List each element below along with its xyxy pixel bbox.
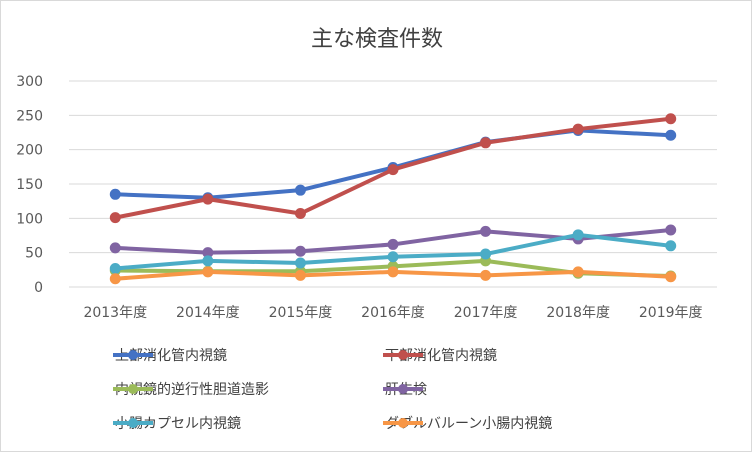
y-tick-label-200: 200 xyxy=(16,143,43,159)
legend-label-series-5: 小腸カプセル内視鏡 xyxy=(115,416,241,432)
y-tick-label-150: 150 xyxy=(16,177,43,193)
legend-dot-1 xyxy=(128,350,138,360)
data-point-2-2 xyxy=(202,193,214,205)
data-point-5-4 xyxy=(387,251,399,263)
data-point-2-7 xyxy=(665,113,677,125)
data-point-6-1 xyxy=(109,273,121,285)
legend-dot-3 xyxy=(128,384,138,394)
legend-label-series-3: 内視鏡的逆行性胆道造影 xyxy=(115,382,269,398)
legend-item-series-6: ダブルバルーン小腸内視鏡 xyxy=(381,412,552,434)
legend-item-series-4: 肝生検 xyxy=(381,378,427,400)
data-point-5-3 xyxy=(294,257,306,269)
legend-marker-series-5 xyxy=(113,418,153,428)
data-point-2-3 xyxy=(294,208,306,220)
data-point-6-4 xyxy=(387,266,399,278)
data-point-5-6 xyxy=(572,229,584,241)
data-point-4-1 xyxy=(109,242,121,254)
legend-item-series-5: 小腸カプセル内視鏡 xyxy=(111,412,241,434)
y-tick-label-100: 100 xyxy=(16,211,43,227)
legend-dot-4 xyxy=(398,384,408,394)
data-point-6-3 xyxy=(294,269,306,281)
legend-item-series-2: 下部消化管内視鏡 xyxy=(381,344,497,366)
x-tick-label-7: 2019年度 xyxy=(639,305,703,321)
data-point-6-2 xyxy=(202,266,214,278)
legend-dot-2 xyxy=(398,350,408,360)
x-tick-label-2: 2014年度 xyxy=(176,305,240,321)
data-point-4-7 xyxy=(665,224,677,236)
legend-dot-5 xyxy=(128,418,138,428)
y-tick-label-300: 300 xyxy=(16,74,43,90)
legend-dot-6 xyxy=(398,418,408,428)
legend-marker-series-6 xyxy=(383,418,423,428)
y-tick-label-250: 250 xyxy=(16,108,43,124)
x-tick-label-3: 2015年度 xyxy=(269,305,333,321)
data-point-6-6 xyxy=(572,266,584,278)
x-tick-label-4: 2016年度 xyxy=(361,305,425,321)
data-point-2-6 xyxy=(572,123,584,135)
legend-marker-series-3 xyxy=(113,384,153,394)
legend-label-series-6: ダブルバルーン小腸内視鏡 xyxy=(385,416,553,432)
data-point-5-2 xyxy=(202,255,214,267)
data-point-2-4 xyxy=(387,164,399,176)
x-tick-label-6: 2018年度 xyxy=(546,305,610,321)
chart-title: 主な検査件数 xyxy=(310,27,443,52)
legend-marker-series-4 xyxy=(383,384,423,394)
legend-marker-series-1 xyxy=(113,350,153,360)
x-tick-label-1: 2013年度 xyxy=(83,305,147,321)
y-tick-label-50: 50 xyxy=(25,246,43,262)
legend-label-series-2: 下部消化管内視鏡 xyxy=(385,348,497,364)
data-point-2-1 xyxy=(109,212,121,224)
data-point-6-5 xyxy=(480,269,492,281)
x-tick-label-5: 2017年度 xyxy=(454,305,518,321)
data-point-6-7 xyxy=(665,271,677,283)
legend-label-series-1: 上部消化管内視鏡 xyxy=(115,348,227,364)
data-point-2-5 xyxy=(480,137,492,149)
legend-marker-series-2 xyxy=(383,350,423,360)
y-tick-label-0: 0 xyxy=(34,280,43,296)
data-point-4-4 xyxy=(387,238,399,250)
data-point-5-5 xyxy=(480,248,492,260)
data-point-1-3 xyxy=(294,184,306,196)
data-point-5-7 xyxy=(665,240,677,252)
data-point-1-7 xyxy=(665,129,677,141)
data-point-1-1 xyxy=(109,188,121,200)
legend-item-series-3: 内視鏡的逆行性胆道造影 xyxy=(111,378,269,400)
legend-item-series-1: 上部消化管内視鏡 xyxy=(111,344,227,366)
data-point-4-3 xyxy=(294,245,306,257)
data-point-4-5 xyxy=(480,225,492,237)
